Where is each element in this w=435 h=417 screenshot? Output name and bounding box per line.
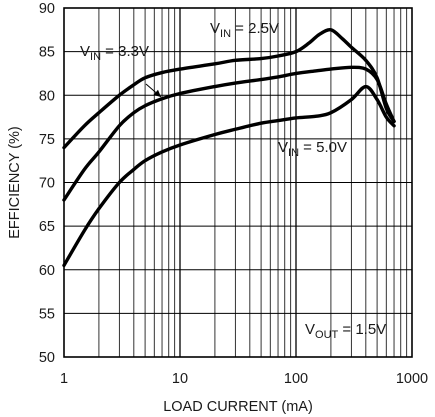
x-tick-label: 100: [284, 371, 308, 387]
y-tick-label: 90: [39, 1, 55, 17]
series-label-vin-5-0v: VIN = 5.0V: [278, 139, 347, 159]
series-label-vin-2-5v: VIN = 2.5V: [210, 20, 279, 40]
x-tick-labels: 1 10 100 1000: [60, 371, 428, 387]
y-tick-label: 65: [39, 219, 55, 235]
x-tick-label: 1: [60, 371, 68, 387]
y-tick-label: 85: [39, 45, 55, 61]
vout-annotation: VOUT = 1.5V: [305, 321, 386, 341]
y-tick-labels: 50 55 60 65 70 75 80 85 90: [39, 1, 55, 366]
x-tick-label: 1000: [396, 371, 428, 387]
y-tick-label: 55: [39, 306, 55, 322]
series-line-vin-2-5v: [62, 28, 396, 150]
label-leader-arrowhead: [153, 89, 161, 97]
x-axis-label: LOAD CURRENT (mA): [163, 399, 313, 415]
y-tick-label: 60: [39, 263, 55, 279]
series-line-vin-3-3v: [62, 65, 396, 202]
series-layer: [62, 28, 396, 268]
series-line-vin-5-0v: [62, 84, 396, 268]
y-tick-label: 80: [39, 88, 55, 104]
y-tick-label: 75: [39, 132, 55, 148]
y-axis-label: EFFICIENCY (%): [7, 126, 23, 239]
plot-frame: [63, 7, 413, 358]
series-label-vin-3-3v: VIN = 3.3V: [80, 43, 149, 63]
major-grid: [64, 8, 412, 357]
y-tick-label: 70: [39, 176, 55, 192]
x-tick-label: 10: [172, 371, 188, 387]
y-tick-label: 50: [39, 350, 55, 366]
